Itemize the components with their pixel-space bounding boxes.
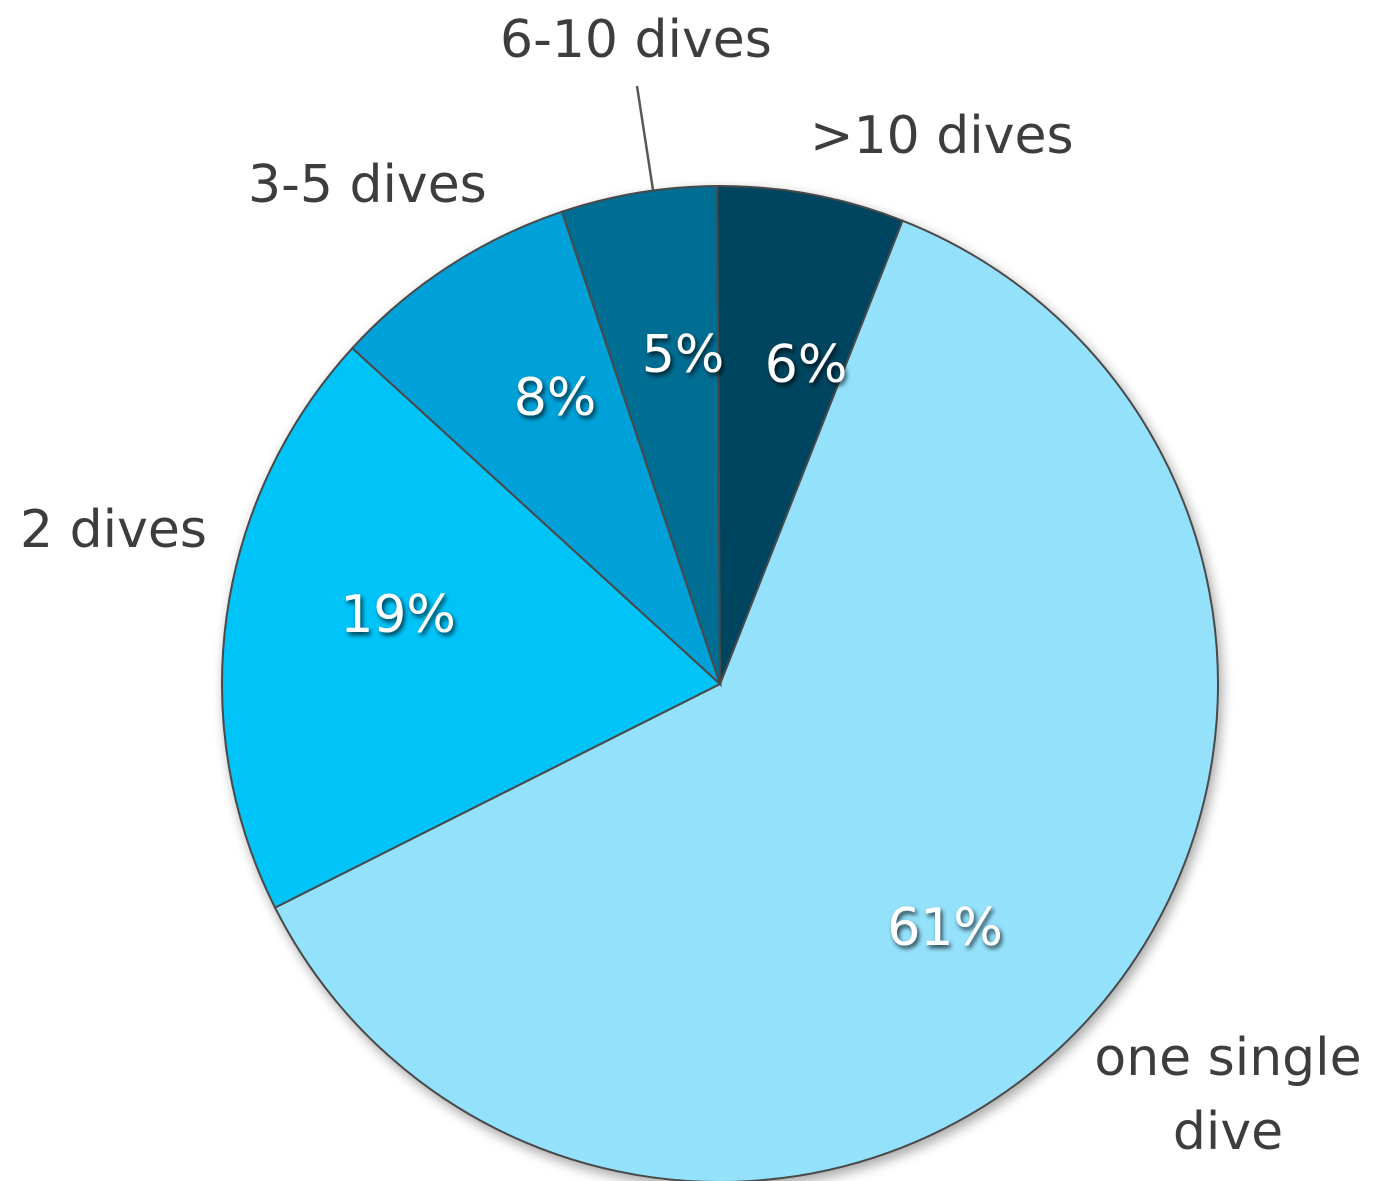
value-label-10-dives: 6% — [765, 335, 848, 395]
pie-slice-one-single-dive — [273, 219, 1219, 1181]
value-label-6-10-dives: 5% — [642, 325, 725, 385]
category-label-3-5-dives: 3-5 dives — [248, 155, 487, 215]
percentage-labels: 61% 19% 8% 5% 6% — [340, 325, 1003, 958]
category-label-one-single-dive: one single dive — [1094, 1028, 1361, 1162]
leader-lines — [635, 85, 655, 191]
category-labels: one single dive 2 dives 3-5 dives 6-10 dives… — [20, 10, 1362, 1162]
value-label-3-5-dives: 8% — [514, 368, 597, 428]
pie-slice-6-10-dives — [560, 185, 721, 685]
pie-slice-10-dives — [716, 185, 904, 685]
category-label-10-dives: >10 dives — [810, 106, 1074, 166]
pie-slices — [221, 185, 1219, 1181]
category-label-6-10-dives: 6-10 dives — [500, 10, 772, 70]
pie-slice-2-dives — [221, 346, 722, 909]
category-label-2-dives: 2 dives — [20, 500, 207, 560]
value-label-one-single-dive: 61% — [887, 898, 1003, 958]
leader-line-6-10-dives — [635, 85, 655, 191]
value-label-2-dives: 19% — [340, 585, 456, 645]
pie-slice-3-5-dives — [350, 210, 723, 688]
